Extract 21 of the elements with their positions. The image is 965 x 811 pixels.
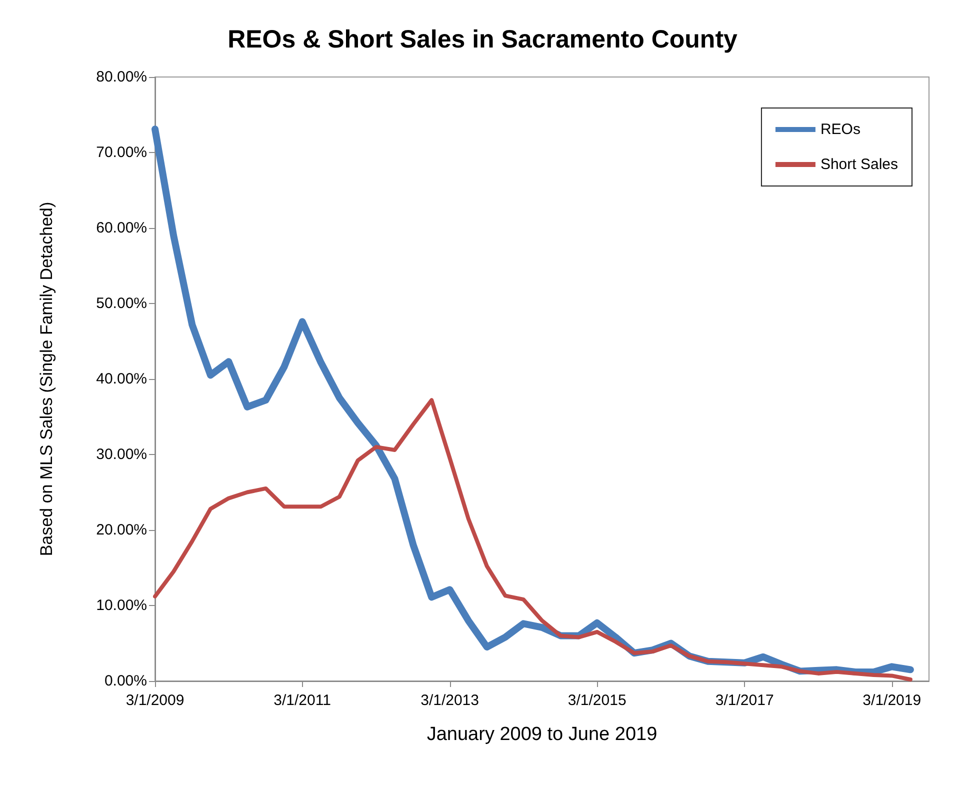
y-tick-label: 20.00% bbox=[96, 522, 147, 538]
y-tick-label: 30.00% bbox=[96, 446, 147, 463]
y-tick-label: 0.00% bbox=[104, 672, 147, 690]
y-tick-label: 40.00% bbox=[96, 370, 147, 388]
y-tick-label: 70.00% bbox=[96, 144, 147, 161]
x-tick-label: 3/1/2019 bbox=[862, 692, 922, 709]
y-tick-label: 50.00% bbox=[96, 295, 147, 312]
x-tick-label: 3/1/2017 bbox=[715, 692, 774, 709]
x-tick-label: 3/1/2011 bbox=[274, 692, 331, 709]
chart-title: REOs & Short Sales in Sacramento County bbox=[228, 26, 738, 54]
y-axis-title: Based on MLS Sales (Single Family Detached) bbox=[37, 202, 56, 556]
x-tick-label: 3/1/2015 bbox=[568, 692, 626, 709]
y-tick-label: 10.00% bbox=[96, 597, 147, 614]
x-axis-title: January 2009 to June 2019 bbox=[426, 724, 658, 745]
legend-label: Short Sales bbox=[820, 156, 898, 173]
line-series bbox=[153, 398, 912, 682]
y-tick-label: 80.00% bbox=[96, 68, 147, 86]
y-tick-label: 60.00% bbox=[96, 220, 147, 236]
x-tick-label: 3/1/2013 bbox=[420, 692, 479, 709]
legend-label: REOs bbox=[820, 121, 860, 138]
x-tick-label: 3/1/2009 bbox=[126, 692, 184, 709]
